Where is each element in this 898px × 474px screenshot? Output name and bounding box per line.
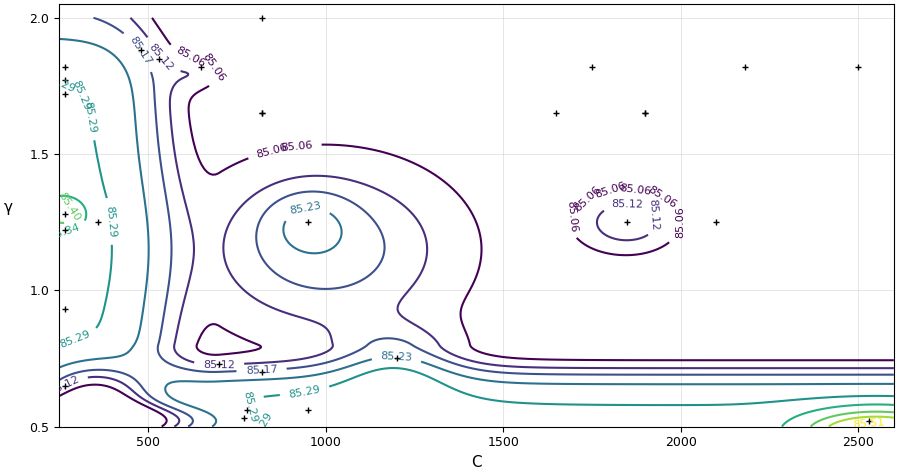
- Text: 85.29: 85.29: [83, 100, 98, 134]
- Text: 85.06: 85.06: [620, 183, 652, 197]
- Text: 85.29: 85.29: [70, 79, 92, 112]
- Text: 85.06: 85.06: [647, 185, 678, 210]
- Text: 85.29: 85.29: [288, 384, 321, 400]
- Text: 85.29: 85.29: [104, 205, 117, 238]
- Text: 85.17: 85.17: [128, 35, 153, 67]
- Text: 85.23: 85.23: [381, 351, 413, 363]
- Text: 85.12: 85.12: [612, 199, 644, 210]
- Text: 85.29: 85.29: [250, 410, 275, 443]
- Text: 85.12: 85.12: [203, 360, 235, 370]
- Text: 85.34: 85.34: [48, 223, 82, 242]
- Text: 85.29: 85.29: [58, 329, 92, 350]
- Text: 85.06: 85.06: [280, 140, 313, 153]
- Text: 85.06: 85.06: [255, 142, 289, 160]
- Text: 85.06: 85.06: [594, 181, 628, 201]
- Text: 85.17: 85.17: [245, 365, 277, 376]
- Text: 85.06: 85.06: [565, 200, 578, 232]
- Text: 85.12: 85.12: [647, 199, 660, 231]
- Text: 85.12: 85.12: [147, 42, 175, 73]
- Text: 85.12: 85.12: [48, 374, 81, 397]
- Text: 85.40: 85.40: [57, 191, 82, 223]
- Y-axis label: γ: γ: [4, 201, 13, 215]
- Text: 85.06: 85.06: [675, 206, 685, 238]
- Text: 85.06: 85.06: [573, 184, 603, 213]
- Text: 85.06: 85.06: [200, 51, 227, 83]
- Text: 85.51: 85.51: [853, 417, 885, 429]
- X-axis label: C: C: [471, 455, 482, 470]
- Text: 85.23: 85.23: [289, 201, 322, 216]
- Text: 85.29: 85.29: [44, 72, 77, 95]
- Text: 85.29: 85.29: [242, 390, 260, 424]
- Text: 85.06: 85.06: [175, 46, 207, 70]
